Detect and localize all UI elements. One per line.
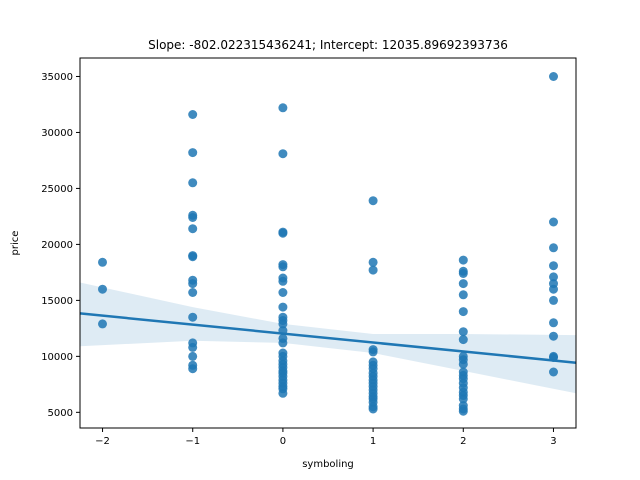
- x-axis-ticks: −2 −1 0 1 2 3: [95, 428, 557, 447]
- y-tick-label: 10000: [41, 352, 73, 363]
- data-point: [458, 327, 468, 337]
- y-axis-label: price: [10, 231, 21, 256]
- y-tick-label: 20000: [41, 240, 73, 251]
- data-point: [278, 228, 288, 238]
- data-point: [98, 284, 107, 294]
- data-point: [368, 404, 378, 414]
- data-point: [458, 307, 468, 317]
- data-point: [278, 388, 288, 398]
- y-tick-label: 15000: [41, 296, 73, 307]
- x-tick-label: 1: [370, 436, 376, 447]
- data-point: [188, 224, 198, 234]
- data-point: [549, 217, 558, 227]
- data-point: [458, 406, 468, 416]
- data-point: [188, 288, 198, 297]
- data-point: [278, 288, 288, 297]
- data-point: [98, 319, 107, 329]
- data-point: [188, 364, 198, 374]
- regression-line-layer: [79, 312, 577, 364]
- data-point: [368, 257, 378, 267]
- data-point: [458, 279, 468, 289]
- data-point: [458, 255, 468, 265]
- y-tick-label: 35000: [41, 72, 73, 83]
- data-point: [278, 302, 288, 312]
- data-point: [188, 342, 198, 352]
- data-point: [549, 367, 558, 377]
- data-point: [188, 279, 198, 289]
- data-point: [278, 149, 288, 159]
- data-point: [188, 252, 198, 262]
- data-point: [278, 276, 288, 286]
- data-point: [458, 335, 468, 345]
- x-tick-label: 0: [280, 436, 286, 447]
- x-tick-label: −2: [95, 436, 110, 447]
- data-point: [458, 359, 468, 369]
- data-point: [458, 269, 468, 278]
- data-point: [188, 351, 198, 361]
- y-tick-label: 30000: [41, 128, 73, 139]
- x-tick-label: 2: [460, 436, 466, 447]
- data-point: [549, 72, 558, 81]
- y-axis-ticks: 5000 10000 15000 20000 25000 30000 35000: [41, 72, 80, 419]
- data-point: [278, 262, 288, 272]
- data-point: [98, 257, 107, 267]
- data-point: [278, 338, 288, 348]
- plot-frame: [79, 57, 577, 429]
- regression-line: [79, 312, 577, 364]
- data-point: [549, 295, 558, 305]
- data-point: [549, 318, 558, 328]
- data-point: [368, 196, 378, 206]
- data-point: [549, 331, 558, 341]
- data-point: [188, 213, 198, 222]
- data-point: [188, 312, 198, 322]
- chart-title: Slope: -802.022315436241; Intercept: 120…: [148, 38, 508, 52]
- data-point: [188, 178, 198, 188]
- data-point: [278, 103, 288, 113]
- data-point: [458, 394, 468, 404]
- data-point: [188, 110, 198, 119]
- data-point: [368, 265, 378, 275]
- data-point: [549, 272, 558, 282]
- data-point: [549, 243, 558, 253]
- data-point: [458, 290, 468, 300]
- points-layer: [98, 72, 558, 416]
- data-point: [368, 347, 378, 357]
- data-point: [549, 284, 558, 294]
- data-point: [549, 261, 558, 271]
- x-tick-label: 3: [550, 436, 556, 447]
- y-tick-label: 25000: [41, 184, 73, 195]
- x-tick-label: −1: [185, 436, 200, 447]
- data-point: [188, 148, 198, 158]
- y-tick-label: 5000: [48, 408, 73, 419]
- data-point: [278, 319, 288, 329]
- x-axis-label: symboling: [302, 459, 354, 470]
